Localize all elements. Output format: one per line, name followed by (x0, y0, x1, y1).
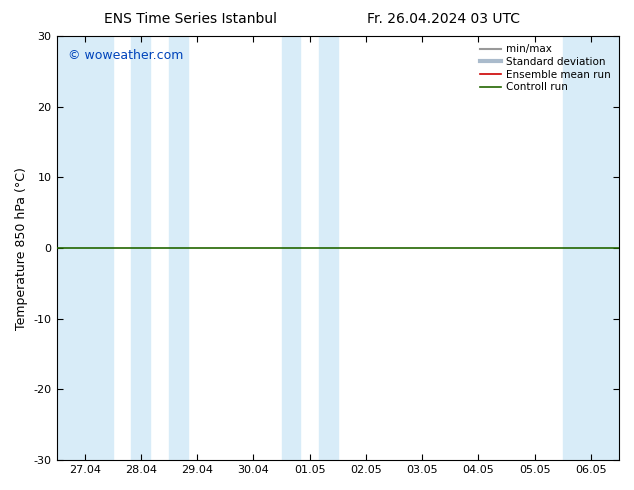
Text: © woweather.com: © woweather.com (68, 49, 183, 62)
Bar (169, 36, 188, 460)
Legend: min/max, Standard deviation, Ensemble mean run, Controll run: min/max, Standard deviation, Ensemble me… (477, 41, 614, 96)
Bar (563, 36, 619, 460)
Text: Fr. 26.04.2024 03 UTC: Fr. 26.04.2024 03 UTC (367, 12, 521, 26)
Bar (131, 36, 150, 460)
Bar (281, 36, 300, 460)
Text: ENS Time Series Istanbul: ENS Time Series Istanbul (104, 12, 276, 26)
Bar (319, 36, 338, 460)
Bar (56, 36, 113, 460)
Y-axis label: Temperature 850 hPa (°C): Temperature 850 hPa (°C) (15, 167, 28, 330)
